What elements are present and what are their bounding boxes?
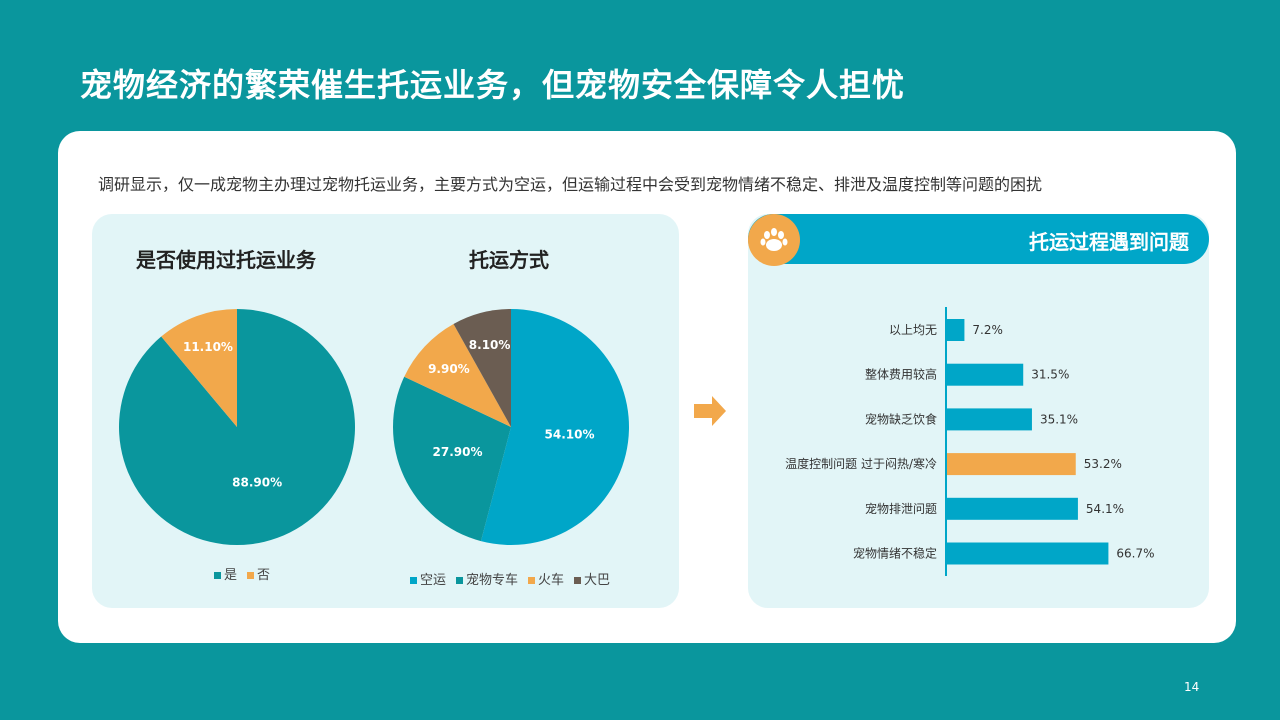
pie-slice xyxy=(161,309,237,427)
legend-swatch xyxy=(528,577,536,584)
legend-label: 是 xyxy=(224,568,238,583)
paw-icon xyxy=(760,228,788,251)
legend-label: 火车 xyxy=(538,573,565,588)
legend-label: 大巴 xyxy=(584,573,611,588)
pie2-title: 托运方式 xyxy=(469,248,549,272)
pie1-title: 是否使用过托运业务 xyxy=(136,248,316,272)
pie-slice xyxy=(393,376,511,542)
legend-item: 否 xyxy=(247,564,270,583)
bar-panel-title: 托运过程遇到问题 xyxy=(1029,230,1189,254)
legend-item: 宠物专车 xyxy=(456,569,518,588)
pie-charts: 88.90% 11.10% 54.10% 27.90% 9.90% 8.10% xyxy=(118,309,629,545)
arrow-right-icon xyxy=(694,396,726,426)
bar-panel-header: 托运过程遇到问题 xyxy=(748,214,1209,264)
legend-label: 空运 xyxy=(420,573,447,588)
legend-swatch xyxy=(410,577,417,584)
legend-swatch xyxy=(456,577,464,584)
pie-data-label: 88.90% xyxy=(232,475,282,489)
pie-slice xyxy=(404,323,511,427)
legend-label: 否 xyxy=(257,568,271,583)
pie-data-label: 11.10% xyxy=(183,340,233,354)
pie-slice xyxy=(453,309,511,427)
slide-title: 宠物经济的繁荣催生托运业务，但宠物安全保障令人担忧 xyxy=(80,66,906,104)
legend-label: 宠物专车 xyxy=(466,573,519,588)
page-number: 14 xyxy=(1184,680,1200,694)
pie1-legend: 是否 xyxy=(214,564,270,583)
legend-item: 火车 xyxy=(528,569,564,588)
slide-subtitle: 调研显示，仅一成宠物主办理过宠物托运业务，主要方式为空运，但运输过程中会受到宠物… xyxy=(98,175,1043,194)
paw-icon-badge xyxy=(748,214,800,266)
pie-data-label: 54.10% xyxy=(545,428,595,442)
legend-swatch xyxy=(247,572,255,579)
pie-slice xyxy=(118,309,355,545)
pie2-legend: 空运 宠物专车 火车 大巴 xyxy=(410,569,610,588)
pie-data-label: 9.90% xyxy=(428,362,470,376)
legend-item: 是 xyxy=(214,564,237,583)
legend-swatch xyxy=(574,577,582,584)
bar-panel xyxy=(748,214,1209,608)
legend-swatch xyxy=(214,572,221,579)
pie-data-label: 27.90% xyxy=(433,445,483,459)
legend-item: 空运 xyxy=(410,569,446,588)
pie-slice xyxy=(480,309,629,545)
pie-panel: 是否使用过托运业务 托运方式 88.90% 11.10% 54.10% 27.90% 9… xyxy=(92,214,679,608)
pie-data-label: 8.10% xyxy=(469,338,511,352)
legend-item: 大巴 xyxy=(574,569,610,588)
